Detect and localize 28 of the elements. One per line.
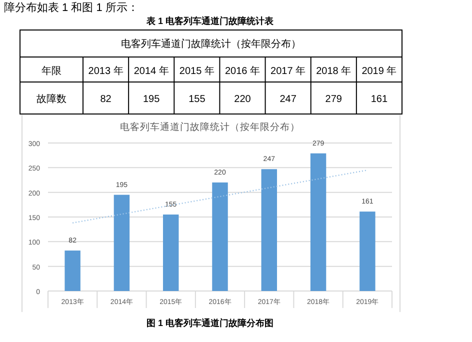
bar (310, 153, 326, 291)
text: 故障数 (36, 93, 66, 105)
text: 2017 年 (270, 65, 306, 77)
text: 障分布如表 1 和图 1 所示： (4, 1, 138, 14)
text: 2019 年 (362, 65, 397, 77)
text: 161 (370, 94, 388, 105)
bar (261, 169, 278, 291)
text: 195 (143, 94, 160, 105)
text: 279 (325, 94, 342, 105)
bar (212, 182, 228, 291)
text: 2015 年 (179, 65, 214, 77)
bar (64, 250, 80, 291)
bar (162, 214, 179, 291)
text: 247 (280, 94, 296, 105)
text: 2014 年 (134, 65, 169, 77)
text: 2018 年 (316, 65, 352, 77)
caption: 图 1 电客列车通道门故障分布图 (146, 318, 274, 328)
text: 82 (100, 94, 112, 105)
bar (360, 212, 376, 291)
text: 2016 年 (224, 65, 260, 77)
chart-title: 电客列车通道门故障统计（按年限分布） (120, 121, 300, 133)
text: 电客列车通道门故障统计（按年限分布） (121, 38, 301, 50)
bar (114, 194, 130, 291)
text: 年限 (42, 65, 62, 77)
text: 2013 年 (88, 65, 124, 77)
text: 220 (234, 94, 251, 105)
text: 表 1 电客列车通道门故障统计表 (145, 16, 274, 26)
text: 155 (188, 94, 206, 105)
